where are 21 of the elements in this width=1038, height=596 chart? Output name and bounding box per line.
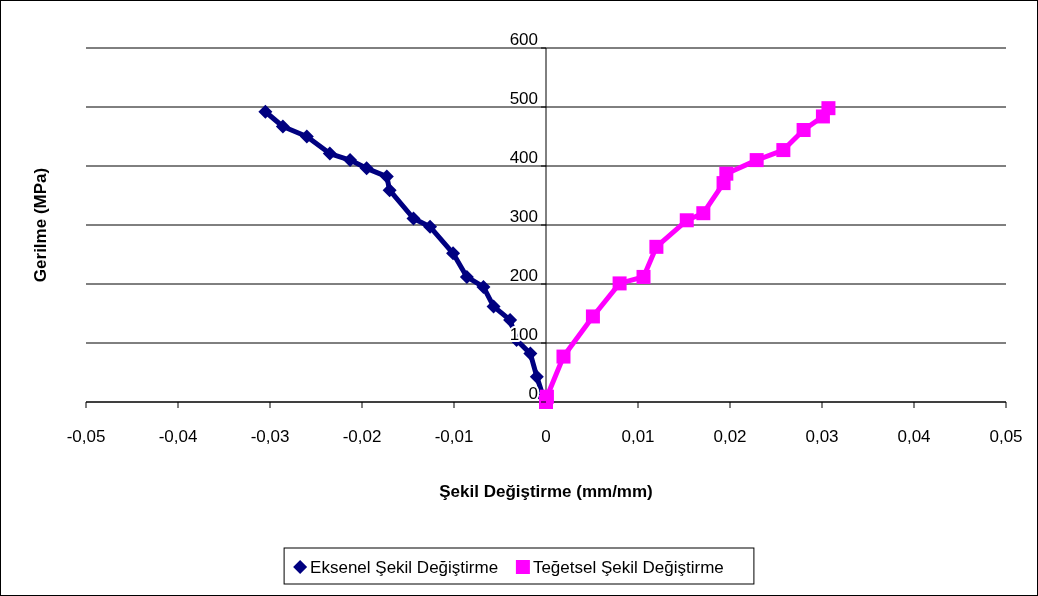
- y-tick-label: 500: [509, 89, 538, 108]
- x-tick-label: 0,02: [713, 427, 747, 446]
- x-tick-label: 0,03: [805, 427, 839, 446]
- y-tick-label: 300: [509, 207, 538, 226]
- y-tick-label: 200: [509, 266, 538, 285]
- y-tick-label: 600: [509, 30, 538, 49]
- x-tick-label: -0,04: [158, 427, 198, 446]
- legend-label: Eksenel Şekil Değiştirme: [310, 558, 499, 577]
- x-tick-label: 0,04: [897, 427, 931, 446]
- y-axis-title: Gerilme (MPa): [31, 167, 50, 283]
- x-tick-label: 0,05: [989, 427, 1023, 446]
- y-tick-label: 0: [528, 384, 538, 403]
- x-tick-label: -0,02: [342, 427, 382, 446]
- x-tick-label: -0,01: [434, 427, 474, 446]
- legend-label: Teğetsel Şekil Değiştirme: [532, 558, 724, 577]
- x-tick-label: -0,05: [66, 427, 106, 446]
- y-tick-label: 400: [509, 148, 538, 167]
- x-tick-label: 0,01: [621, 427, 655, 446]
- x-tick-label: -0,03: [250, 427, 290, 446]
- x-axis-title: Şekil Değiştirme (mm/mm): [439, 482, 653, 501]
- x-tick-label: 0: [541, 427, 551, 446]
